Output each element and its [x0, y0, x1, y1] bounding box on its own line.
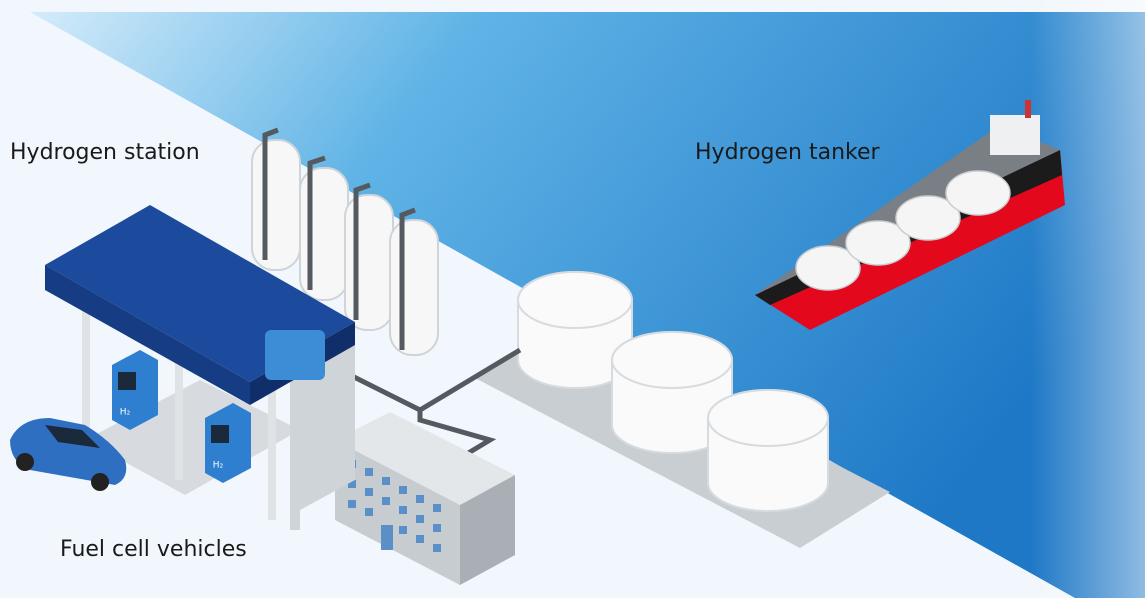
- tanker-label: Hydrogen tanker: [695, 140, 881, 165]
- vehicles-label: Fuel cell vehicles: [60, 537, 247, 562]
- tanker-ship: [755, 100, 1065, 330]
- car: [10, 418, 127, 491]
- building: [335, 412, 515, 585]
- dispenser: H₂: [205, 403, 251, 483]
- dispenser-label: H₂: [213, 461, 224, 471]
- storage-tanks: [517, 271, 829, 512]
- dispenser: H₂: [112, 350, 158, 430]
- station-label: Hydrogen station: [10, 140, 200, 165]
- dispenser-label: H₂: [120, 408, 131, 418]
- pipes: [262, 127, 522, 473]
- station: [45, 205, 355, 530]
